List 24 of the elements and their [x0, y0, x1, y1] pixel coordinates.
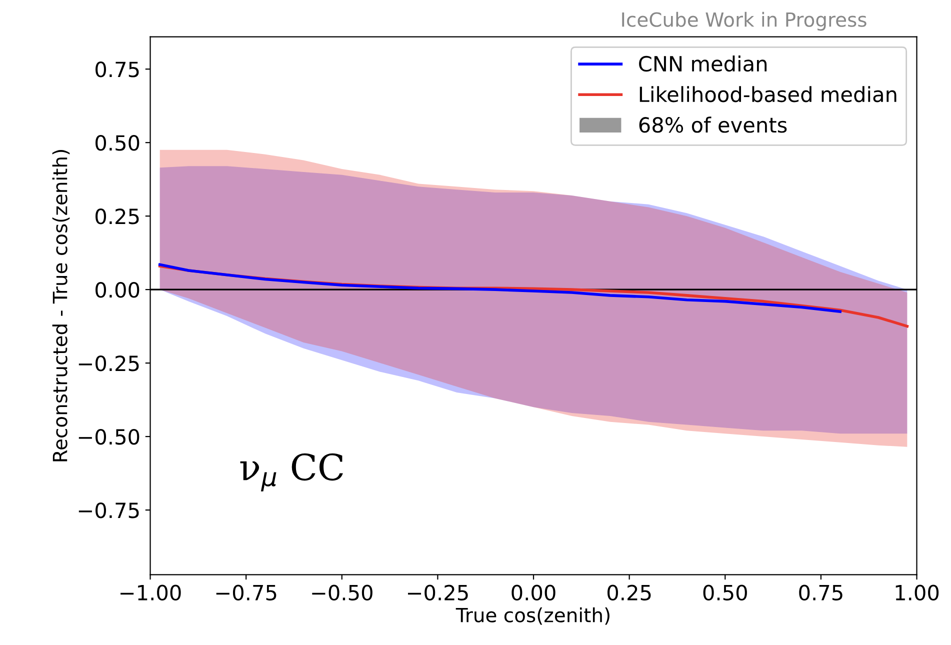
annotation: ν$_{μ}$ CC: [240, 453, 343, 492]
y-tick-label: −0.50: [78, 428, 140, 445]
y-tick-label: 0.75: [96, 62, 139, 78]
text: IceCube Work in Progress: [622, 12, 866, 31]
y-tick-label: −0.25: [78, 356, 139, 372]
x-tick-label: −0.25: [408, 584, 468, 601]
y-tick-label: −0.75: [78, 502, 139, 518]
y-tick-label: 0.25: [96, 208, 139, 224]
x-tick-label: −1.00: [120, 584, 181, 601]
x-axis-title: True cos(zenith): [456, 607, 610, 625]
x-tick-label: 0.75: [799, 584, 842, 601]
legend-label: CNN median: [639, 56, 767, 72]
x-tick-label: 0.25: [608, 584, 651, 601]
x-tick-label: −0.50: [312, 584, 372, 601]
x-tick-label: −0.75: [216, 584, 276, 601]
y-tick-label: 0.50: [96, 135, 140, 151]
y-tick-label: 0.00: [96, 282, 140, 298]
x-tick-label: 1.00: [896, 584, 939, 601]
x-tick-label: 0.00: [512, 584, 556, 601]
line-series: [158, 263, 842, 313]
legend-label: 68% of events: [639, 116, 787, 133]
legend-label: Likelihood-based median: [640, 86, 896, 102]
x-tick-label: 0.50: [703, 584, 747, 601]
y-axis-title: Reconstructed - True cos(zenith): [52, 150, 70, 462]
